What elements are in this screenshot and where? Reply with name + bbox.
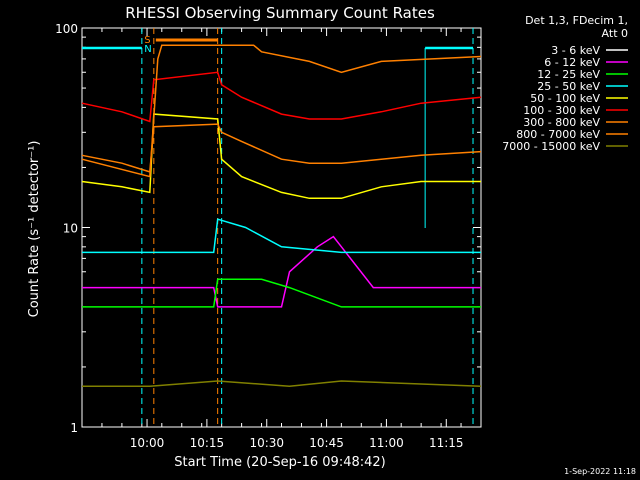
series-line-2 [82, 278, 481, 308]
time-markers: SN [82, 28, 474, 427]
legend-label-5: 100 - 300 keV [523, 104, 600, 117]
legend-label-6: 300 - 800 keV [523, 116, 600, 129]
legend-label-8: 7000 - 15000 keV [502, 140, 600, 153]
series-line-5 [81, 71, 482, 123]
y-tick-label: 100 [55, 22, 78, 36]
x-tick-label: 10:15 [190, 436, 225, 450]
series-line-4 [81, 113, 481, 200]
legend-label-1: 6 - 12 keV [544, 56, 600, 69]
axis-ticks [81, 28, 482, 428]
flag-label-night: N [144, 44, 151, 55]
legend-header-2: Att 0 [602, 27, 628, 40]
x-tick-label: 10:30 [249, 436, 284, 450]
x-tick-label: 10:45 [309, 436, 344, 450]
x-tick-label: 11:00 [369, 436, 404, 450]
y-tick-label: 1 [70, 421, 78, 435]
y-axis-label: Count Rate (s⁻¹ detector⁻¹) [27, 141, 42, 318]
legend-label-4: 50 - 100 keV [530, 92, 600, 105]
legend-label-7: 800 - 7000 keV [516, 128, 600, 141]
legend-label-2: 12 - 25 keV [537, 68, 600, 81]
chart-title: RHESSI Observing Summary Count Rates [125, 4, 435, 22]
series-line-8 [82, 380, 482, 388]
y-tick-label: 10 [63, 222, 78, 236]
series-lines [81, 44, 482, 388]
plot-frame [81, 27, 482, 428]
x-tick-label: 10:00 [130, 436, 165, 450]
legend-label-3: 25 - 50 keV [537, 80, 600, 93]
legend-label-0: 3 - 6 keV [551, 44, 600, 57]
series-line-3 [82, 218, 481, 254]
legend-header-1: Det 1,3, FDecim 1, [525, 14, 628, 27]
series-line-7 [81, 44, 482, 178]
x-axis-label: Start Time (20-Sep-16 09:48:42) [174, 455, 385, 470]
flag-label-saa: S [144, 35, 150, 46]
tick-labels: 1 10 100 10:00 10:15 10:30 10:45 11:00 11:15 [55, 22, 463, 450]
series-line-1 [82, 235, 481, 308]
footer-timestamp: 1-Sep-2022 11:18 [564, 467, 636, 476]
x-tick-label: 11:15 [429, 436, 464, 450]
